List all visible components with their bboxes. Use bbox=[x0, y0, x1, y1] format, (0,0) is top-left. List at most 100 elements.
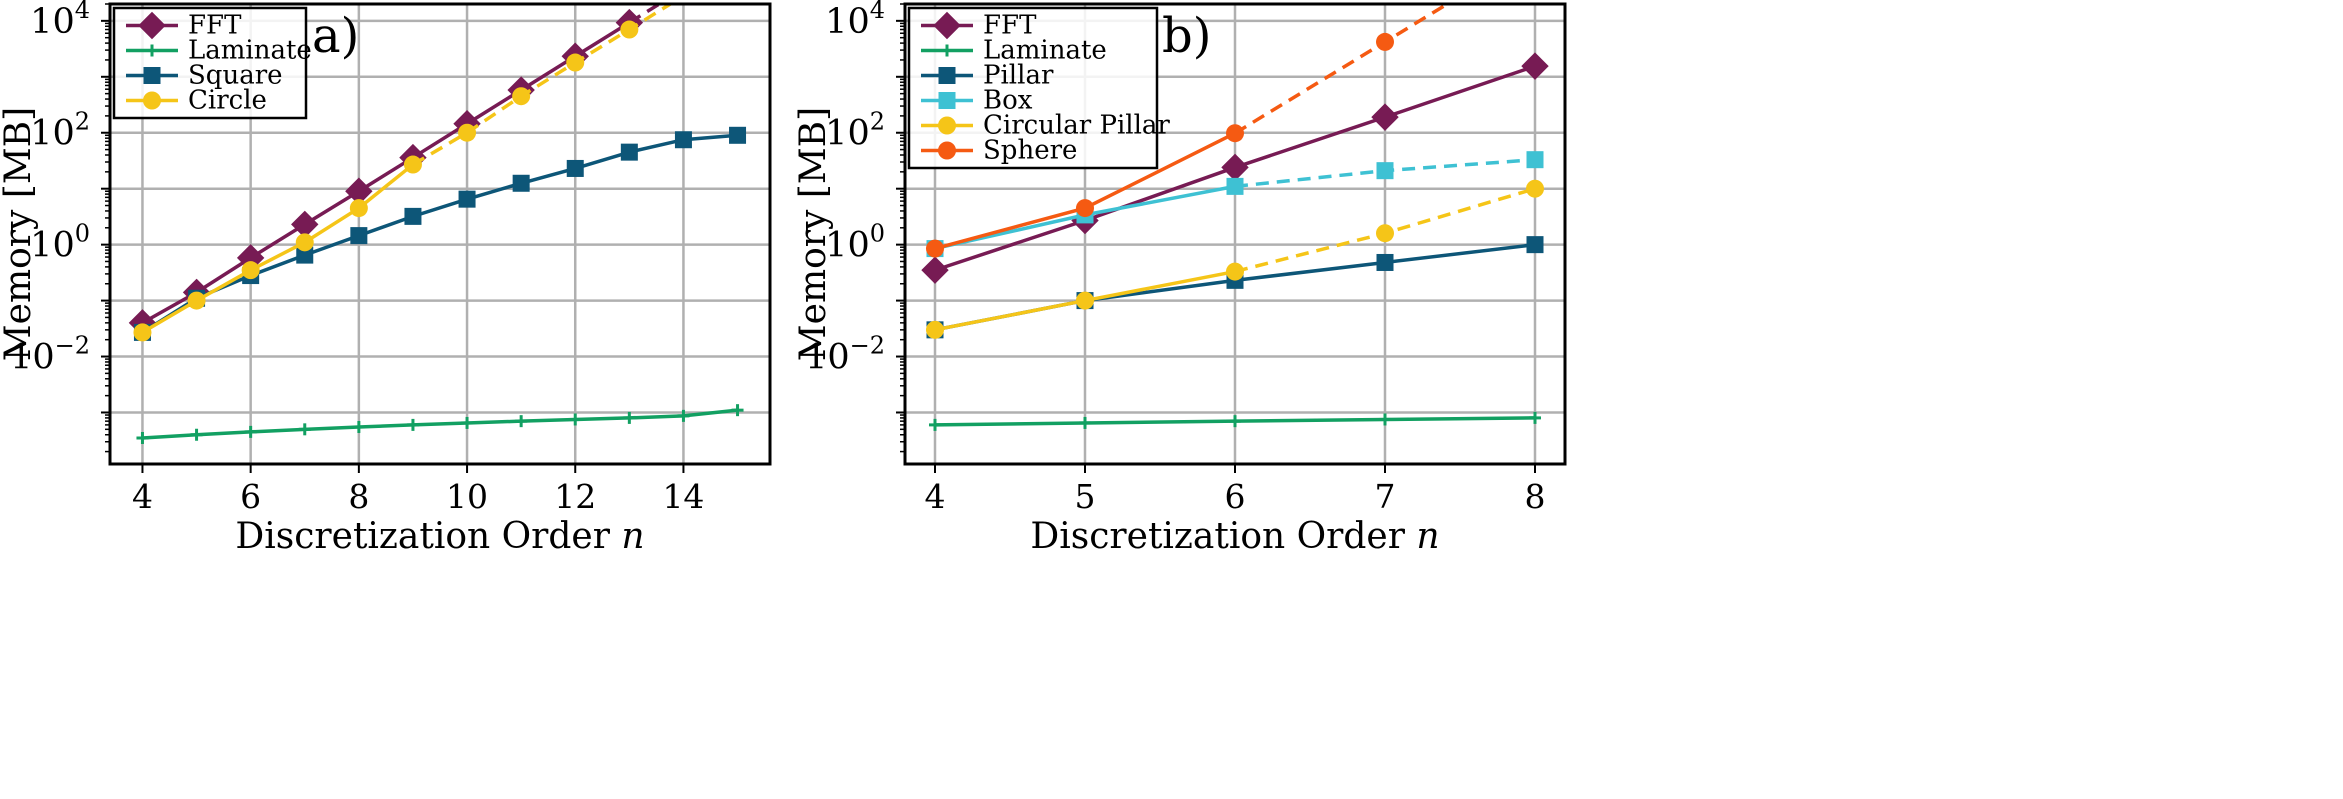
y-tick-label: 10−2 bbox=[805, 332, 885, 378]
data-point bbox=[569, 413, 582, 426]
data-point bbox=[620, 143, 638, 161]
data-point bbox=[349, 199, 368, 218]
x-axis-label: Discretization Order n bbox=[1030, 516, 1439, 557]
x-axis-label-variable: n bbox=[1416, 516, 1439, 557]
y-tick-label-exponent: 4 bbox=[75, 0, 90, 24]
data-point bbox=[1076, 199, 1094, 218]
legend-item-laminate: Laminate bbox=[126, 36, 312, 66]
x-tick-label: 7 bbox=[1375, 477, 1396, 516]
data-point bbox=[296, 246, 314, 264]
data-point bbox=[1226, 262, 1244, 281]
y-tick-label-base: 10 bbox=[825, 2, 870, 42]
data-point bbox=[458, 190, 476, 208]
legend-marker bbox=[938, 116, 956, 135]
legend-marker bbox=[146, 44, 158, 57]
legend-marker bbox=[138, 11, 166, 40]
axes-frame bbox=[108, 2, 772, 466]
data-point bbox=[1226, 124, 1244, 143]
y-axis-label: Memory [MB] bbox=[0, 107, 39, 361]
plot-area bbox=[921, 4, 1549, 431]
data-point bbox=[404, 207, 422, 225]
series-line-laminate bbox=[142, 408, 738, 440]
series-circle bbox=[133, 4, 688, 342]
x-axis: 4 6 8 10 12 14 bbox=[132, 464, 704, 516]
y-tick-label-base: 10 bbox=[825, 226, 870, 266]
x-tick-label: 8 bbox=[348, 477, 369, 516]
data-point bbox=[1226, 177, 1244, 195]
legend-item-square: Square bbox=[126, 61, 283, 91]
x-axis-label-text: Discretization Order bbox=[1030, 516, 1416, 557]
legend-marker bbox=[938, 141, 956, 160]
data-point bbox=[403, 155, 422, 174]
x-tick-label: 10 bbox=[446, 477, 488, 516]
data-point bbox=[1526, 151, 1544, 169]
y-tick-label: 104 bbox=[30, 0, 90, 42]
x-axis: 4 5 6 7 8 bbox=[925, 464, 1546, 516]
data-point bbox=[926, 320, 944, 339]
y-axis: 10 −2 100 102 104 bbox=[10, 0, 110, 453]
data-point bbox=[1076, 291, 1094, 310]
data-point bbox=[729, 126, 747, 144]
data-point bbox=[620, 20, 639, 39]
y-axis-label: Memory [MB] bbox=[793, 107, 834, 361]
x-tick-label: 8 bbox=[1525, 477, 1546, 516]
data-point bbox=[350, 227, 368, 245]
legend-marker bbox=[143, 67, 161, 84]
y-tick-label-exponent: 2 bbox=[870, 108, 885, 136]
panel-label: a) bbox=[312, 8, 359, 64]
legend-label: FFT bbox=[983, 11, 1037, 41]
legend-marker bbox=[933, 11, 961, 40]
legend-label: FFT bbox=[188, 11, 242, 41]
plot-area bbox=[128, 4, 747, 444]
legend-label: Circle bbox=[188, 86, 267, 116]
data-point bbox=[1376, 253, 1394, 271]
data-point bbox=[677, 409, 690, 422]
y-tick-label: 100 bbox=[825, 220, 885, 266]
y-tick-label-exponent: −2 bbox=[55, 332, 90, 360]
y-tick-label-base: 10 bbox=[805, 338, 850, 378]
data-point bbox=[1526, 179, 1544, 198]
legend-item-circular-pillar: Circular Pillar bbox=[921, 111, 1170, 141]
series-circular-pillar bbox=[926, 179, 1544, 339]
x-tick-label: 6 bbox=[1225, 477, 1246, 516]
data-point bbox=[187, 291, 206, 310]
legend-label: Sphere bbox=[983, 136, 1077, 166]
legend-marker bbox=[143, 91, 161, 110]
data-point bbox=[731, 404, 744, 417]
legend-item-box: Box bbox=[921, 86, 1033, 116]
series-line-circle bbox=[141, 163, 415, 334]
y-tick-label-exponent: 4 bbox=[870, 0, 885, 24]
data-point bbox=[1376, 32, 1394, 51]
data-point bbox=[352, 421, 365, 434]
y-tick-label-exponent: 0 bbox=[75, 220, 90, 248]
y-tick-label: 100 bbox=[30, 220, 90, 266]
data-point bbox=[298, 423, 311, 436]
data-point bbox=[921, 256, 949, 284]
x-tick-label: 4 bbox=[132, 477, 153, 516]
legend-label: Pillar bbox=[983, 61, 1054, 91]
x-axis-label: Discretization Order n bbox=[235, 516, 644, 557]
data-point bbox=[1229, 415, 1241, 428]
data-point bbox=[566, 159, 584, 177]
legend-item-circle: Circle bbox=[126, 86, 267, 116]
data-point bbox=[241, 261, 260, 280]
y-tick-label: 102 bbox=[30, 108, 90, 154]
x-tick-label: 12 bbox=[554, 477, 596, 516]
x-axis-label-variable: n bbox=[621, 516, 644, 557]
data-point bbox=[1376, 224, 1394, 243]
data-point bbox=[929, 418, 941, 431]
data-point bbox=[406, 418, 419, 431]
legend-label: Laminate bbox=[188, 36, 312, 66]
grid bbox=[110, 4, 770, 464]
y-tick-label-base: 10 bbox=[30, 2, 75, 42]
legend-item-laminate: Laminate bbox=[921, 36, 1107, 66]
legend-marker bbox=[938, 67, 956, 84]
data-point bbox=[1376, 162, 1394, 180]
data-point bbox=[133, 323, 152, 342]
series-dashed-line-fft bbox=[628, 4, 663, 25]
data-point bbox=[295, 233, 314, 252]
data-point bbox=[461, 416, 474, 429]
